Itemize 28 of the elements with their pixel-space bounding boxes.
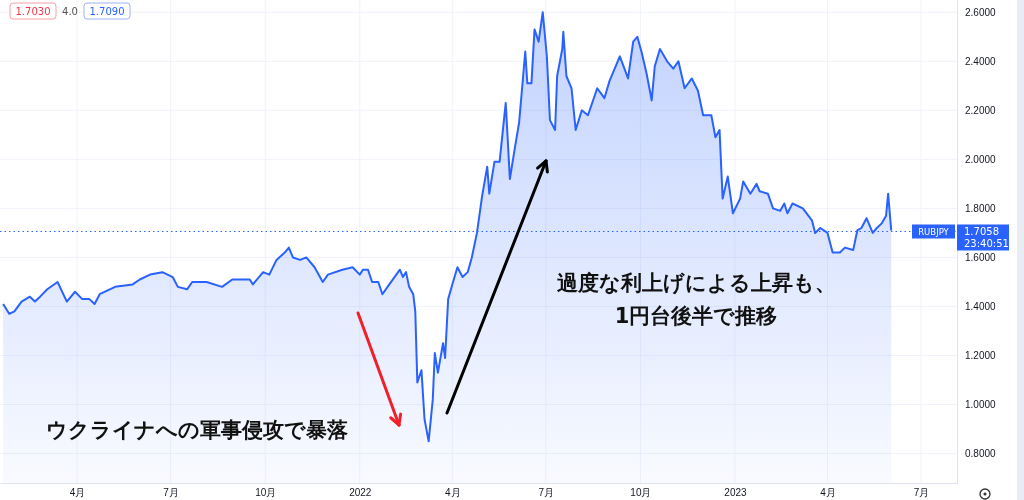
annotation: ウクライナへの軍事侵攻で暴落 (46, 418, 348, 442)
y-tick-label: 1.2000 (965, 350, 997, 362)
x-tick-label: 4月 (69, 487, 86, 499)
x-tick-label: 2022 (349, 487, 372, 499)
x-tick-label: 7月 (163, 487, 179, 499)
y-tick-label: 2.0000 (965, 154, 997, 166)
y-tick-label: 2.2000 (965, 105, 997, 117)
annotation: 1.7030 (15, 6, 51, 17)
y-tick-label: 0.8000 (965, 448, 997, 460)
x-tick-label: 4月 (445, 487, 461, 499)
x-tick-label: 2023 (724, 487, 748, 499)
text: 23:40:51 (964, 238, 1009, 250)
annotation: 4.0 (62, 6, 78, 17)
y-tick-label: 1.0000 (965, 399, 997, 411)
y-tick-label: 1.6000 (965, 252, 997, 264)
y-tick-label: 2.4000 (965, 55, 997, 67)
x-tick-label: 10月 (630, 487, 652, 499)
x-tick-label: 7月 (538, 487, 555, 499)
annotation: 過度な利上げによる上昇も、 1円台後半で推移 (556, 271, 836, 328)
x-tick-label: 10月 (255, 487, 277, 499)
ref-line-label: 1.7058 (964, 226, 999, 238)
y-tick-label: 1.4000 (965, 301, 997, 313)
x-tick-label: 7月 (913, 487, 930, 499)
x-tick-label: 4月 (820, 487, 836, 499)
y-tick-label: 2.6000 (965, 6, 997, 18)
annotation: 1.7090 (89, 6, 125, 17)
text: RUBJPY (918, 227, 950, 237)
y-tick-label: 1.8000 (965, 203, 997, 215)
